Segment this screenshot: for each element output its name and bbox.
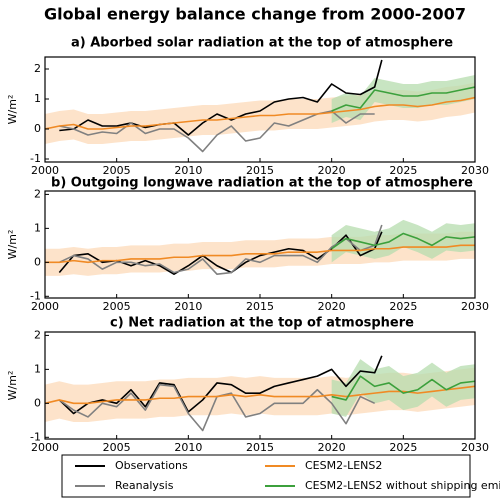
y-tick-label: 0 (34, 396, 41, 409)
y-tick-label: -1 (30, 430, 41, 443)
x-tick-label: 2020 (318, 300, 346, 313)
x-tick-label: 2020 (318, 441, 346, 454)
x-tick-label: 2015 (246, 164, 274, 177)
band (331, 359, 475, 417)
legend-box (61, 454, 471, 498)
y-tick-label: 0 (34, 255, 41, 268)
x-tick-label: 2015 (246, 300, 274, 313)
series-line (331, 232, 475, 250)
plot-area (45, 219, 475, 276)
x-tick-label: 2020 (318, 164, 346, 177)
y-tick-label: -1 (30, 289, 41, 302)
x-tick-label: 2030 (461, 441, 489, 454)
legend-label: CESM2-LENS2 without shipping emissions (305, 479, 500, 492)
y-tick-label: 1 (34, 362, 41, 375)
y-axis-label: W/m² (6, 371, 19, 401)
series-line (45, 385, 475, 405)
x-tick-label: 2030 (461, 164, 489, 177)
plot-area (45, 355, 475, 432)
y-tick-label: -1 (30, 152, 41, 165)
band (331, 75, 475, 123)
y-tick-label: 2 (34, 328, 41, 341)
x-tick-label: 2015 (246, 441, 274, 454)
y-tick-label: 1 (34, 221, 41, 234)
legend-label: Observations (115, 459, 188, 472)
series-line (58, 224, 383, 276)
series-line (59, 59, 383, 136)
x-tick-label: 2010 (174, 441, 202, 454)
x-tick-label: 2010 (174, 300, 202, 313)
series-line (45, 96, 475, 130)
x-tick-label: 2000 (31, 164, 59, 177)
y-tick-label: 2 (34, 62, 41, 75)
x-tick-label: 2025 (389, 300, 417, 313)
panel-title: b) Outgoing longwave radiation at the to… (51, 176, 473, 191)
series-line (58, 355, 383, 415)
x-tick-label: 2005 (103, 441, 131, 454)
x-tick-label: 2005 (103, 164, 131, 177)
x-tick-label: 2000 (31, 300, 59, 313)
y-tick-label: 2 (34, 187, 41, 200)
x-tick-label: 2005 (103, 300, 131, 313)
y-axis-label: W/m² (6, 230, 19, 260)
figure-title: Global energy balance change from 2000-2… (44, 5, 466, 24)
plot-area (45, 59, 475, 153)
series-line (331, 375, 475, 401)
panel-title: a) Aborbed solar radiation at the top of… (71, 36, 453, 51)
x-tick-label: 2010 (174, 164, 202, 177)
y-tick-label: 0 (34, 122, 41, 135)
series-line (331, 86, 475, 112)
x-tick-label: 2025 (389, 441, 417, 454)
x-tick-label: 2000 (31, 441, 59, 454)
legend-label: CESM2-LENS2 (305, 459, 382, 472)
legend-label: Reanalysis (115, 479, 174, 492)
y-tick-label: 1 (34, 92, 41, 105)
panel-title: c) Net radiation at the top of atmospher… (110, 316, 414, 331)
x-tick-label: 2025 (389, 164, 417, 177)
x-tick-label: 2030 (461, 300, 489, 313)
series-line (45, 244, 475, 264)
y-axis-label: W/m² (6, 95, 19, 125)
